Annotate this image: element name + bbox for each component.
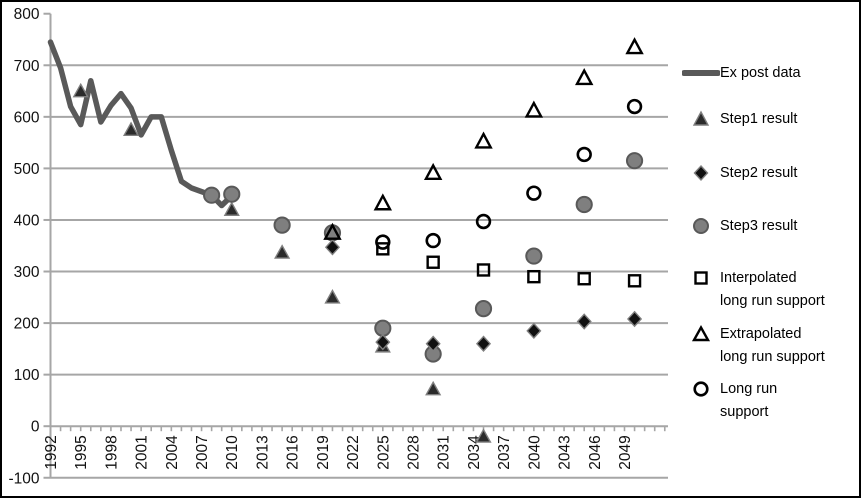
- legend-item-step1-result: Step1 result: [682, 109, 797, 131]
- filled-triangle-icon: [682, 109, 720, 129]
- axes: [43, 12, 668, 479]
- x-tick-label: 2040: [526, 435, 543, 470]
- y-tick-label: 700: [14, 58, 40, 75]
- legend-label: Interpolated long run support: [720, 270, 825, 309]
- x-tick-label: 2037: [496, 435, 513, 469]
- y-tick-label: 100: [14, 367, 40, 384]
- legend-item-long-run-support: Long run support: [682, 379, 777, 424]
- legend-label: Extrapolated long run support: [720, 326, 825, 365]
- x-tick-label: 2025: [375, 435, 392, 469]
- x-tick-label: 2031: [436, 435, 453, 469]
- y-tick-label: 500: [14, 161, 40, 178]
- x-tick-label: 2028: [406, 435, 423, 469]
- y-tick-label: 600: [14, 109, 40, 126]
- x-tick-label: 2007: [194, 435, 211, 469]
- y-tick-label: -100: [8, 470, 39, 487]
- line-swatch-icon: [682, 63, 720, 83]
- filled-diamond-icon: [682, 163, 720, 183]
- x-tick-label: 2004: [164, 435, 181, 470]
- x-tick-label: 2016: [285, 435, 302, 469]
- open-circle-icon: [682, 379, 720, 399]
- y-tick-label: 300: [14, 264, 40, 281]
- x-tick-label: 1998: [103, 435, 120, 469]
- open-triangle-icon: [682, 324, 720, 344]
- legend-item-extrapolated-long-run-support: Extrapolated long run support: [682, 324, 825, 369]
- x-tick-label: 2046: [587, 435, 604, 469]
- series-ex-post-data: [47, 39, 235, 209]
- open-square-icon: [682, 268, 720, 288]
- x-tick-label: 1995: [73, 435, 90, 469]
- x-tick-label: 2019: [315, 435, 332, 469]
- x-tick-label: 2034: [466, 435, 483, 470]
- x-tick-label: 2043: [557, 435, 574, 469]
- series-interpolated-long-run-support: [376, 242, 642, 288]
- legend-label: Step1 result: [720, 111, 798, 127]
- x-tick-label: 1992: [43, 435, 60, 469]
- legend-item-interpolated-long-run-support: Interpolated long run support: [682, 268, 825, 313]
- legend-item-ex-post-data: Ex post data: [682, 63, 801, 85]
- y-tick-label: 0: [31, 419, 40, 436]
- legend-label: Step2 result: [720, 165, 798, 181]
- filled-circle-icon: [682, 216, 720, 236]
- series-long-run-support: [375, 98, 643, 250]
- legend-label: Step3 result: [720, 218, 798, 234]
- legend-label: Ex post data: [720, 65, 801, 81]
- x-tick-label: 2013: [254, 435, 271, 469]
- chart-legend: Ex post data Step1 result Step2 result S…: [682, 2, 859, 496]
- legend-item-step2-result: Step2 result: [682, 163, 797, 185]
- x-tick-label: 2001: [134, 435, 151, 469]
- series-step2-result: [324, 239, 643, 352]
- series-extrapolated-long-run-support: [323, 37, 644, 240]
- x-axis-labels: 1992 1995 1998 2001 2004 2007 2010 2013 2016 2019…: [43, 435, 634, 470]
- x-tick-label: 2022: [345, 435, 362, 469]
- y-tick-label: 200: [14, 316, 40, 333]
- y-axis-labels: 800 700 600 500 400 300 200 100 0 -100: [8, 6, 39, 487]
- x-tick-label: 2049: [617, 435, 634, 469]
- series-step3-result: [203, 152, 644, 363]
- legend-item-step3-result: Step3 result: [682, 216, 797, 238]
- x-tick-label: 2010: [224, 435, 241, 470]
- y-tick-label: 400: [14, 212, 40, 229]
- legend-label: Long run support: [720, 381, 778, 420]
- y-tick-label: 800: [14, 6, 40, 23]
